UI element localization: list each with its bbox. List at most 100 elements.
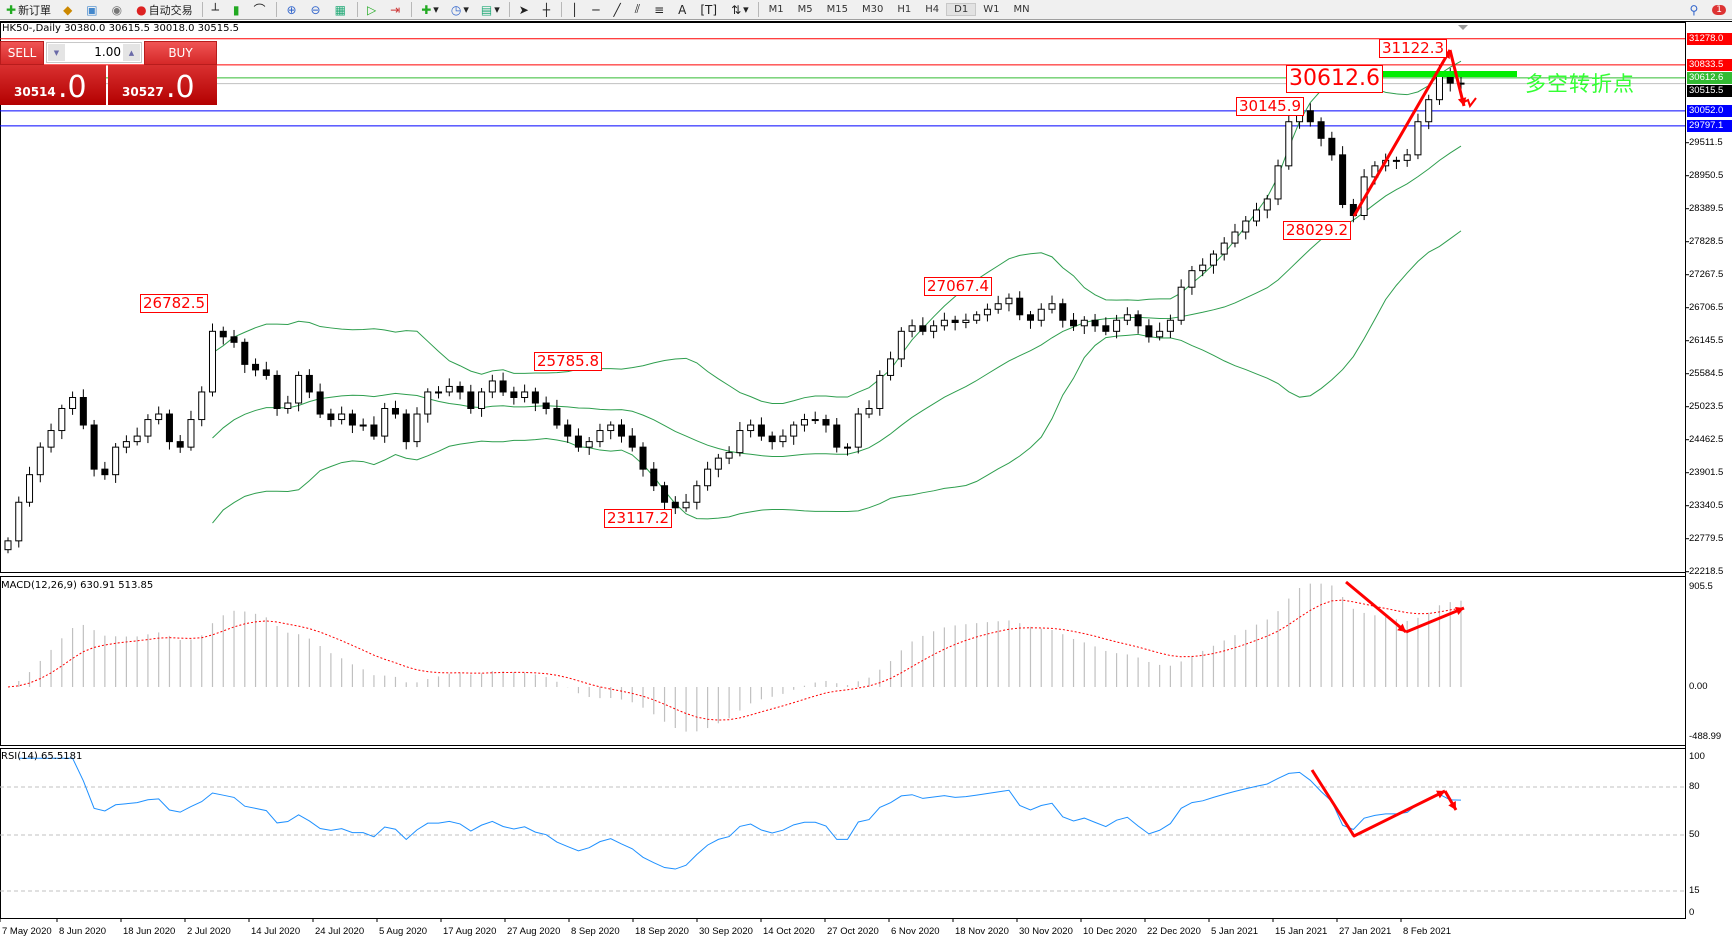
candle-body	[1274, 165, 1282, 200]
candle-body	[822, 419, 830, 426]
horizontal-line-tool[interactable]: ─	[586, 0, 607, 19]
candle-body	[1220, 242, 1228, 255]
candle-body	[1403, 154, 1411, 161]
candle-body	[843, 446, 852, 449]
search-button[interactable]: ⚲	[1683, 0, 1706, 19]
candle-body	[671, 501, 679, 509]
price-label-30612[interactable]: 30612.6	[1286, 65, 1383, 93]
vertical-line-tool[interactable]: │	[565, 0, 586, 19]
zoom-in-button[interactable]: ⊕	[280, 0, 304, 19]
price-label-31122[interactable]: 31122.3	[1379, 39, 1448, 58]
price-label-23117[interactable]: 23117.2	[604, 509, 673, 528]
candle-body	[79, 396, 87, 426]
price-tick-label: 28389.5	[1689, 202, 1724, 214]
date-label: 8 Sep 2020	[571, 926, 620, 937]
separator	[276, 2, 278, 17]
periods-button[interactable]: ◷ ▾	[450, 2, 469, 17]
lot-size-field[interactable]: ▼ 1.00 ▲	[46, 42, 142, 63]
metaeditor-button[interactable]: ◆	[57, 0, 80, 19]
text-tool[interactable]: A	[672, 0, 694, 19]
arrows-tool[interactable]: ⇅ ▾	[731, 2, 749, 17]
timeframe-d1[interactable]: D1	[946, 3, 977, 16]
price-label-25785[interactable]: 25785.8	[534, 352, 603, 371]
candle-body	[639, 446, 647, 470]
buy-button[interactable]: BUY	[144, 41, 217, 65]
sell-price[interactable]: 30514 .0	[0, 65, 106, 105]
indicators-button[interactable]: ✚ ▾	[421, 2, 439, 17]
signals-button[interactable]: ◉	[106, 0, 130, 19]
autoscroll-icon: ▷	[366, 2, 377, 17]
auto-trading-button[interactable]: ● 自动交易	[130, 0, 198, 19]
candle-body	[1037, 308, 1045, 321]
timeframe-m1[interactable]: M1	[768, 4, 784, 15]
lot-decrease-button[interactable]: ▼	[48, 44, 65, 61]
crosshair-tool[interactable]: ┼	[537, 0, 558, 19]
pivot-point-text[interactable]: 多空转折点	[1525, 72, 1635, 96]
level-tag-29797.1: 29797.1	[1687, 119, 1732, 132]
separator	[757, 2, 759, 17]
candle-body	[553, 407, 561, 426]
timeframe-h4[interactable]: H4	[925, 4, 940, 15]
price-label-28029[interactable]: 28029.2	[1283, 221, 1352, 240]
date-label: 15 Jan 2021	[1275, 926, 1328, 937]
notifications-button[interactable]: 1	[1706, 0, 1732, 19]
candle-body	[230, 336, 238, 343]
candle-body	[1199, 264, 1207, 272]
terminal-button[interactable]: ▣	[80, 0, 105, 19]
price-label-27067[interactable]: 27067.4	[924, 277, 993, 296]
date-label: 30 Nov 2020	[1019, 926, 1073, 937]
candle-body	[661, 485, 669, 503]
candle-body	[1425, 99, 1433, 123]
date-label: 30 Sep 2020	[699, 926, 753, 937]
timeframe-h1[interactable]: H1	[897, 4, 912, 15]
price-tick-label: 23901.5	[1689, 466, 1724, 478]
text-label-icon: [T]	[700, 2, 718, 17]
price-label-30145[interactable]: 30145.9	[1236, 97, 1305, 116]
lot-size-value[interactable]: 1.00	[94, 45, 121, 59]
fibonacci-tool[interactable]: ≡	[648, 0, 672, 19]
trendline-tool[interactable]: ╱	[607, 0, 628, 19]
timeframe-mn[interactable]: MN	[1013, 4, 1030, 15]
date-label: 14 Oct 2020	[763, 926, 815, 937]
price-tick-label: 23340.5	[1689, 499, 1724, 511]
candle-body	[47, 430, 55, 448]
date-label: 18 Jun 2020	[123, 926, 176, 937]
candlestick-button[interactable]: ▮	[227, 0, 248, 19]
date-label: 27 Oct 2020	[827, 926, 879, 937]
new-order-button[interactable]: ✚ 新订單	[0, 0, 57, 19]
sell-button[interactable]: SELL	[0, 41, 44, 65]
candle-body	[800, 419, 808, 426]
timeframe-w1[interactable]: W1	[983, 4, 1000, 15]
zoom-out-button[interactable]: ⊖	[305, 0, 329, 19]
candle-body	[445, 385, 453, 393]
cursor-tool[interactable]: ➤	[513, 0, 537, 19]
candle-body	[1339, 154, 1347, 205]
price-tick-label: 26706.5	[1689, 301, 1724, 313]
timeframe-m5[interactable]: M5	[797, 4, 813, 15]
price-tick-label: 26145.5	[1689, 334, 1724, 346]
buy-price[interactable]: 30527 .0	[108, 65, 217, 105]
candlestick-icon: ▮	[232, 2, 240, 17]
rsi-down-arrow-head	[1448, 801, 1456, 810]
bar-chart-button[interactable]: ┴	[206, 0, 227, 19]
rsi-line	[18, 757, 1462, 870]
templates-button[interactable]: ▤ ▾	[480, 2, 500, 17]
line-chart-button[interactable]: ⌒	[247, 0, 273, 19]
price-tick-label: 25023.5	[1689, 400, 1724, 412]
candle-body	[90, 424, 98, 470]
separator	[508, 2, 510, 17]
price-label-26782[interactable]: 26782.5	[140, 294, 209, 313]
autoscroll-button[interactable]: ▷	[361, 0, 384, 19]
channel-tool[interactable]: ⫽	[629, 0, 648, 19]
candle-body	[488, 380, 496, 393]
text-label-tool[interactable]: [T]	[694, 0, 725, 19]
lot-increase-button[interactable]: ▲	[123, 44, 140, 61]
timeframe-m15[interactable]: M15	[826, 4, 849, 15]
candle-body	[187, 419, 195, 448]
chart-shift-button[interactable]: ⇥	[384, 0, 408, 19]
tile-windows-button[interactable]: ▦	[329, 0, 354, 19]
tile-icon: ▦	[334, 2, 346, 17]
bar-chart-icon: ┴	[211, 2, 219, 17]
timeframe-m30[interactable]: M30	[862, 4, 884, 15]
